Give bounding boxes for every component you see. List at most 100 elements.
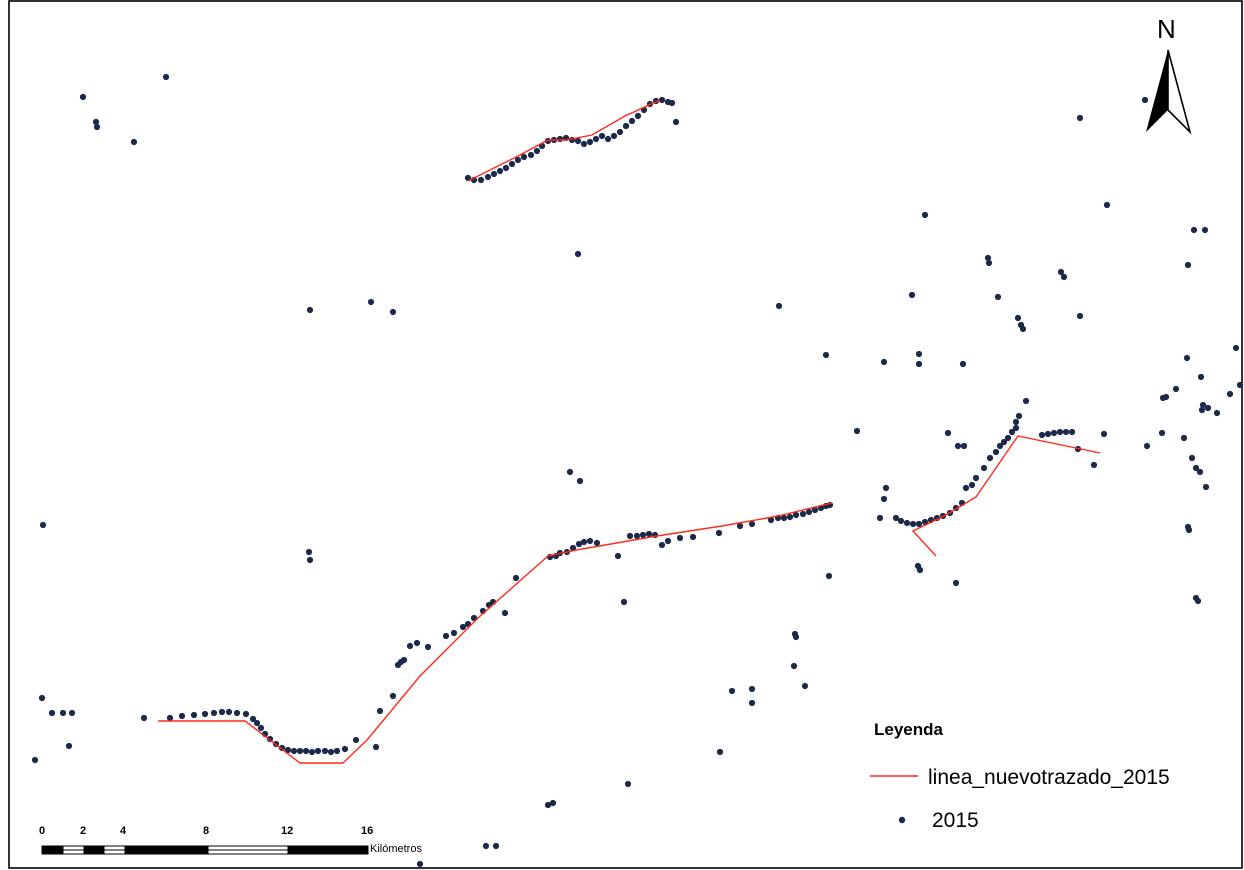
point-feature [626,532,634,540]
point-feature [668,99,676,107]
scale-tick-2: 2 [80,825,86,837]
points-layer-2015 [31,73,1244,868]
point-feature [1204,404,1212,412]
point-feature [501,609,509,617]
point-feature [278,744,286,752]
point-feature [634,112,642,120]
point-feature [689,533,697,541]
point-feature [748,699,756,707]
point-feature [786,513,794,521]
point-feature [327,748,335,756]
point-feature [736,522,744,530]
point-feature [302,747,310,755]
point-feature [1172,385,1180,393]
point-feature [533,147,541,155]
point-feature [65,742,73,750]
scale-tick-12: 12 [281,825,293,837]
point-feature [801,682,809,690]
point-feature [569,544,577,552]
point-feature [93,123,101,131]
point-feature [1103,201,1111,209]
point-feature [645,530,653,538]
point-feature [811,506,819,514]
point-feature [477,176,485,184]
point-feature [968,481,976,489]
point-feature [140,714,148,722]
point-feature [450,629,458,637]
scale-bar: 0 2 4 8 12 16 Kilómetros [39,825,422,855]
point-feature [1201,226,1209,234]
point-feature [1162,393,1170,401]
point-feature [1062,428,1070,436]
point-feature [225,708,233,716]
point-feature [1141,96,1149,104]
point-feature [210,709,218,717]
route-segment-east [911,435,1101,557]
point-feature [218,708,226,716]
point-feature [556,135,564,143]
point-feature [249,715,257,723]
point-feature [496,167,504,175]
point-feature [59,709,67,717]
point-feature [880,495,888,503]
point-feature [985,259,993,267]
point-feature [624,780,632,788]
point-feature [908,291,916,299]
point-feature [959,360,967,368]
point-feature [372,743,380,751]
point-feature [903,519,911,527]
legend: Leyenda linea_nuevotrazado_2015 2015 [870,720,1170,832]
legend-point-symbol [898,816,906,824]
point-feature [31,756,39,764]
point-feature [1185,526,1193,534]
point-feature [892,514,900,522]
point-feature [424,643,432,651]
point-feature [767,516,775,524]
point-feature [314,747,322,755]
point-feature [909,520,917,528]
point-feature [1100,430,1108,438]
point-feature [290,747,298,755]
point-feature [853,427,861,435]
point-feature [952,579,960,587]
route-segment-main [158,502,833,764]
point-feature [775,302,783,310]
point-feature [986,454,994,462]
point-feature [520,153,528,161]
point-feature [914,562,922,570]
point-feature [1090,461,1098,469]
point-feature [580,140,588,148]
point-feature [253,719,261,727]
point-feature [658,96,666,104]
point-feature [190,711,198,719]
point-feature [972,474,980,482]
point-feature [459,623,467,631]
point-feature [1015,412,1023,420]
point-feature [413,639,421,647]
point-feature [68,709,76,717]
point-feature [1192,464,1200,472]
point-feature [876,514,884,522]
point-feature [790,662,798,670]
point-feature [1038,431,1046,439]
route-layer [158,99,1101,764]
point-feature [527,151,535,159]
point-feature [1184,261,1192,269]
point-feature [321,747,329,755]
point-feature [1076,312,1084,320]
north-arrow: N [1146,14,1192,135]
point-feature [610,132,618,140]
point-feature [1236,381,1244,389]
point-feature [482,842,490,850]
point-feature [882,484,890,492]
point-feature [92,118,100,126]
point-feature [580,538,588,546]
map-frame [8,0,1243,869]
point-feature [1143,442,1151,450]
point-feature [296,747,304,755]
point-feature [616,128,624,136]
point-feature [79,93,87,101]
point-feature [676,534,684,542]
point-feature [880,358,888,366]
